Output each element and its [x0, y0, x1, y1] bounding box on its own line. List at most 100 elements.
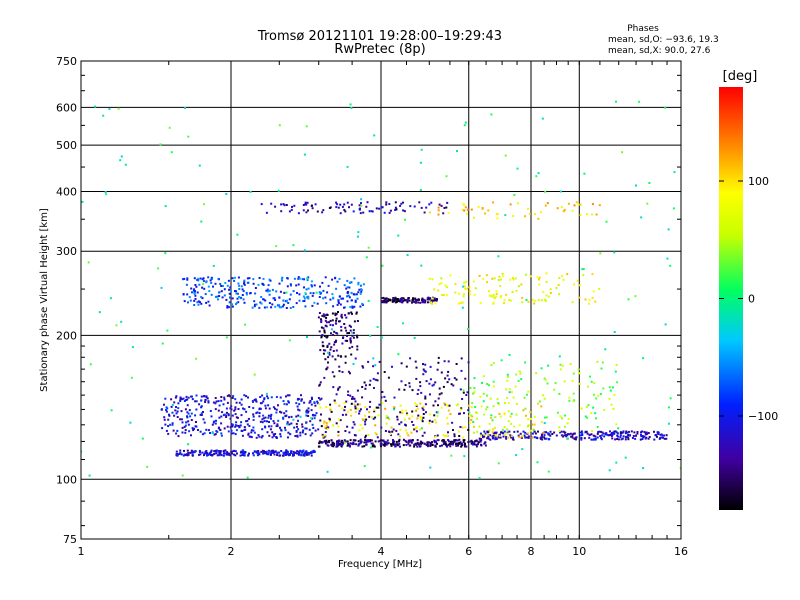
data-point: [351, 331, 354, 334]
data-point: [204, 399, 207, 401]
data-point: [527, 207, 529, 210]
data-point: [208, 452, 211, 455]
data-point: [181, 426, 184, 429]
data-point: [231, 305, 234, 308]
data-point: [595, 417, 597, 420]
data-point: [565, 434, 567, 436]
data-point: [282, 451, 285, 454]
data-point: [519, 432, 522, 435]
data-point: [188, 296, 191, 299]
data-point: [195, 408, 198, 411]
data-point: [225, 414, 228, 417]
data-point: [467, 441, 470, 444]
data-point: [364, 434, 367, 437]
data-point: [558, 293, 560, 296]
data-point: [604, 348, 607, 351]
data-point: [225, 407, 228, 410]
data-point: [415, 405, 418, 407]
data-point: [328, 321, 330, 324]
data-point: [282, 454, 285, 457]
data-point: [193, 304, 196, 306]
data-point: [339, 203, 342, 206]
data-point: [419, 440, 422, 443]
data-point: [613, 331, 616, 333]
data-point: [351, 305, 354, 308]
data-point: [176, 453, 179, 456]
data-point: [413, 428, 416, 431]
data-point: [541, 117, 544, 120]
data-point: [272, 406, 275, 409]
data-point: [540, 433, 543, 436]
data-point: [477, 441, 480, 444]
data-point: [460, 407, 463, 410]
x-tick-label: 10: [572, 545, 586, 558]
data-point: [345, 287, 348, 290]
data-point: [520, 436, 523, 439]
data-point: [330, 332, 332, 335]
data-point: [472, 421, 475, 423]
data-point: [593, 393, 595, 396]
data-point: [234, 408, 237, 411]
data-point: [475, 445, 478, 448]
data-point: [535, 436, 538, 439]
data-point: [419, 402, 422, 405]
data-point: [279, 426, 281, 429]
data-point: [518, 435, 521, 438]
data-point: [408, 385, 411, 388]
data-point: [482, 400, 485, 403]
data-point: [443, 207, 446, 209]
data-point: [238, 401, 241, 404]
data-point: [294, 451, 297, 454]
data-point: [424, 403, 427, 406]
data-point: [174, 409, 177, 412]
data-point: [321, 433, 324, 436]
data-point: [488, 294, 491, 297]
data-point: [246, 476, 249, 479]
data-point: [302, 295, 305, 298]
data-point: [415, 377, 418, 380]
data-point: [492, 294, 495, 296]
data-point: [429, 442, 432, 444]
data-point: [579, 434, 582, 437]
data-point: [258, 435, 261, 438]
data-point: [595, 397, 598, 400]
data-point: [508, 388, 511, 391]
data-point: [331, 293, 334, 296]
data-point: [305, 411, 308, 414]
data-point: [561, 275, 564, 278]
data-point: [566, 434, 569, 437]
data-point: [466, 287, 469, 290]
data-point: [331, 355, 334, 358]
data-point: [360, 202, 362, 205]
data-point: [191, 454, 194, 457]
data-point: [233, 279, 236, 282]
data-point: [280, 278, 283, 281]
data-point: [436, 442, 438, 445]
data-point: [160, 286, 163, 289]
data-point: [402, 322, 405, 325]
data-point: [241, 450, 244, 453]
data-point: [411, 439, 414, 441]
data-point: [577, 203, 580, 206]
data-point: [624, 438, 627, 441]
data-point: [271, 449, 274, 452]
data-point: [366, 408, 368, 411]
data-point: [406, 254, 409, 256]
data-point: [385, 201, 388, 204]
data-point: [268, 302, 271, 304]
data-point: [507, 436, 510, 439]
data-point: [183, 277, 186, 280]
data-point: [226, 452, 229, 455]
data-point: [320, 441, 323, 444]
data-point: [354, 301, 357, 303]
data-point: [305, 288, 308, 291]
data-point: [554, 382, 557, 385]
data-point: [545, 378, 548, 381]
data-point: [293, 204, 296, 207]
data-point: [442, 212, 445, 215]
data-point: [421, 427, 423, 430]
data-point: [248, 277, 251, 280]
data-point: [318, 445, 321, 448]
data-point: [608, 469, 611, 472]
data-point: [320, 413, 322, 416]
